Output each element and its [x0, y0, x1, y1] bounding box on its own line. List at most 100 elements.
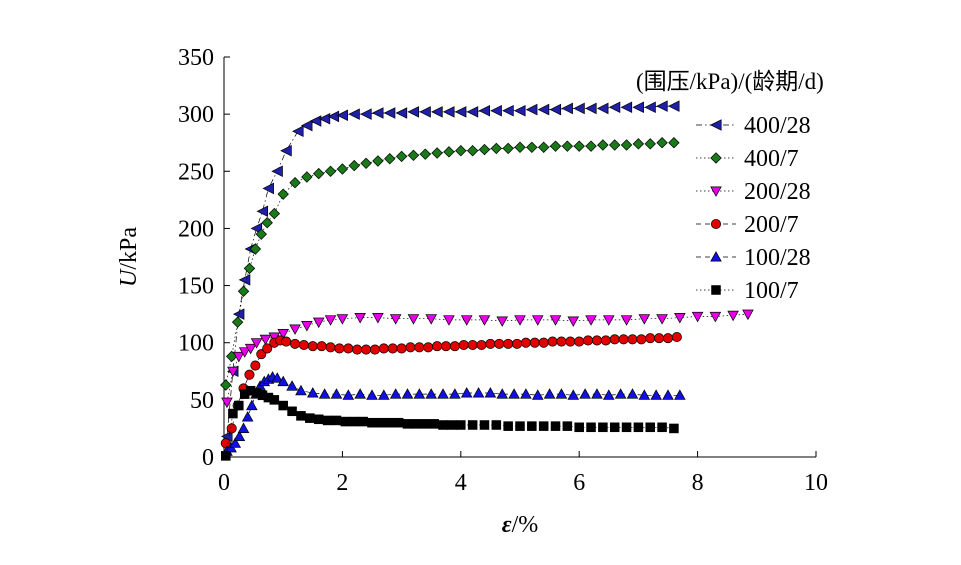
data-point	[460, 387, 473, 398]
legend-marker	[710, 218, 722, 230]
data-point	[636, 334, 647, 345]
data-point	[383, 107, 396, 119]
data-point	[650, 389, 662, 400]
data-point	[485, 338, 496, 349]
x-tick-label: 10	[804, 470, 828, 496]
data-point	[644, 101, 656, 114]
data-point	[231, 316, 244, 328]
data-point	[671, 331, 682, 343]
data-point	[366, 389, 378, 400]
data-point	[727, 310, 739, 322]
data-point	[268, 207, 281, 220]
data-point	[520, 388, 532, 399]
data-point	[432, 341, 443, 352]
data-point	[567, 316, 580, 327]
data-point	[585, 140, 597, 152]
x-tick-label: 6	[573, 470, 585, 496]
data-point	[425, 388, 437, 399]
data-point	[371, 107, 384, 119]
data-point	[620, 139, 633, 151]
data-point	[369, 344, 380, 355]
data-point	[645, 333, 656, 344]
data-point	[325, 342, 336, 353]
data-point	[567, 389, 580, 400]
y-tick-label: 250	[178, 159, 214, 185]
data-point	[313, 414, 324, 425]
data-point	[352, 344, 363, 355]
data-point	[638, 314, 651, 325]
data-point	[614, 388, 627, 399]
data-point	[290, 338, 301, 349]
data-point	[674, 389, 686, 400]
data-point	[292, 125, 304, 138]
y-tick-label: 100	[178, 331, 214, 357]
data-point	[709, 311, 722, 323]
data-point	[221, 397, 233, 409]
data-point	[255, 228, 267, 240]
data-point	[221, 451, 231, 461]
data-point	[349, 416, 360, 427]
data-point	[632, 138, 645, 150]
data-point	[502, 104, 514, 117]
data-point	[280, 144, 292, 157]
data-point	[476, 339, 487, 351]
data-point	[246, 399, 258, 411]
data-point	[549, 315, 562, 326]
x-tick-label: 8	[692, 470, 704, 496]
data-point	[620, 315, 633, 326]
data-point	[419, 148, 431, 160]
data-point	[407, 314, 420, 325]
data-point	[502, 142, 514, 155]
data-point	[324, 165, 337, 177]
series-200-7	[220, 331, 682, 449]
data-point	[531, 315, 544, 326]
legend-label: 400/7	[744, 146, 799, 172]
data-point	[609, 422, 620, 433]
data-point	[561, 102, 573, 115]
data-point	[431, 106, 443, 118]
data-point	[411, 419, 422, 429]
x-axis-unit: /%	[512, 512, 539, 538]
data-point	[395, 150, 408, 163]
legend-label: 400/28	[744, 113, 811, 139]
data-point	[296, 411, 306, 421]
data-point	[512, 338, 523, 349]
data-point	[354, 388, 366, 399]
data-point	[413, 388, 426, 399]
data-point	[490, 142, 503, 155]
legend-item: 200/28	[696, 179, 811, 205]
data-point	[423, 342, 434, 353]
data-point	[573, 102, 585, 115]
data-point	[656, 314, 668, 325]
data-point	[289, 324, 301, 335]
data-point	[244, 369, 255, 380]
legend-label: 100/28	[744, 245, 811, 271]
data-point	[286, 380, 298, 391]
y-tick-label: 150	[178, 274, 214, 300]
data-point	[479, 420, 490, 430]
data-point	[550, 421, 561, 431]
data-point	[393, 417, 404, 428]
data-point	[419, 106, 431, 118]
data-point	[549, 140, 562, 152]
data-point	[458, 339, 469, 351]
axes	[223, 57, 816, 458]
data-point	[250, 338, 263, 349]
data-point	[508, 388, 520, 399]
data-point	[220, 379, 232, 391]
data-point	[389, 314, 402, 325]
data-point	[526, 141, 538, 153]
legend-item: 200/7	[696, 212, 799, 238]
data-point	[514, 104, 526, 117]
data-point	[638, 389, 651, 400]
data-point	[238, 347, 251, 358]
data-point	[354, 313, 366, 324]
data-point	[367, 417, 377, 428]
data-point	[278, 400, 288, 411]
data-point	[389, 388, 402, 399]
data-point	[472, 387, 485, 398]
data-point	[237, 422, 250, 433]
data-point	[484, 387, 497, 398]
data-point	[229, 437, 242, 448]
